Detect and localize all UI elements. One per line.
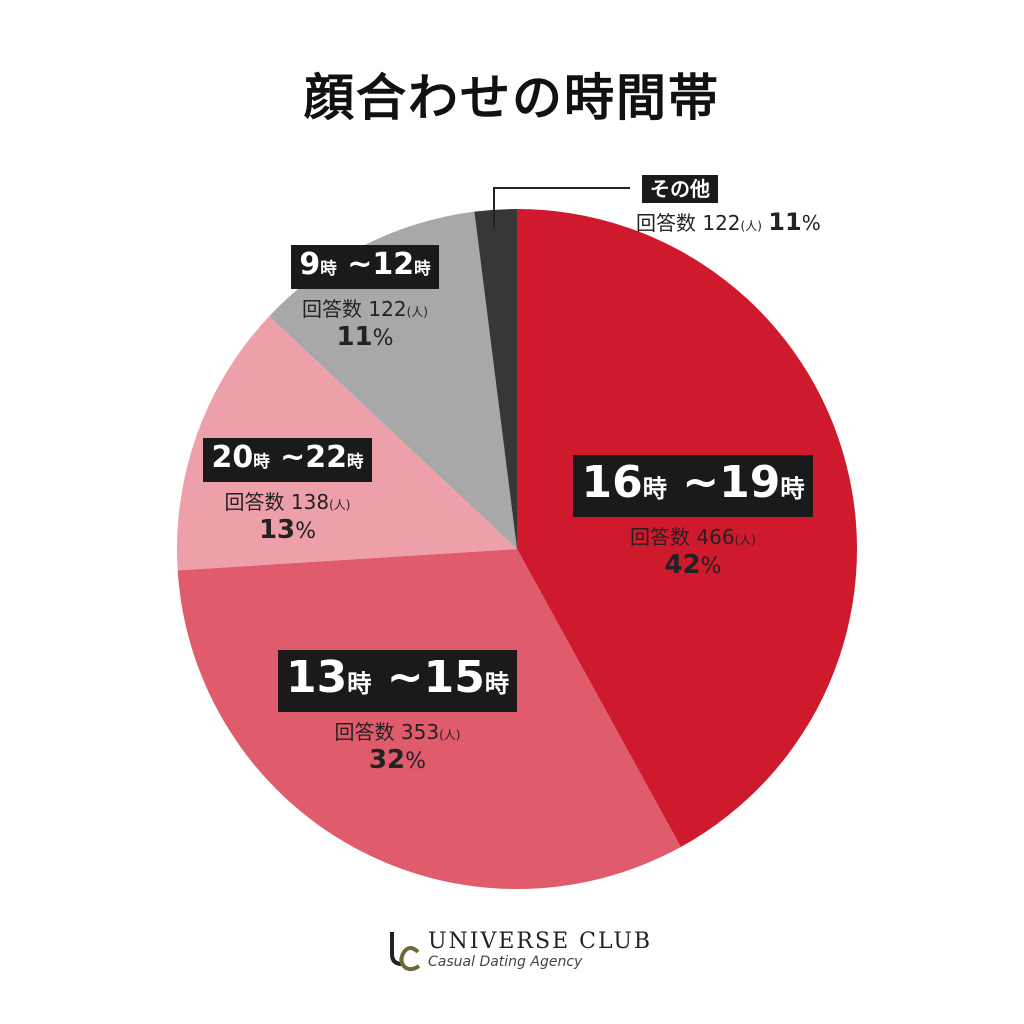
label-box: 13時 ~15時 [277,650,518,712]
count-text: 回答数 122(人) [302,297,428,321]
label-box: 16時 ~19時 [573,455,813,517]
count-text: 回答数 466(人) [630,525,756,549]
count-text: 回答数 138(人) [224,490,351,514]
slice-label-16-19: 16時 ~19時 回答数 466(人) 42% [568,455,818,580]
chart-title: 顔合わせの時間帯 [304,69,720,127]
slice-label-9-12: 9時 ~12時 回答数 122(人) 11% [265,245,465,352]
leader-line-other [493,187,630,228]
slice-label-20-22: 20時 ~22時 回答数 138(人) 13% [180,438,395,545]
label-box: 20時 ~22時 [203,438,372,482]
label-box: その他 [642,175,718,203]
logo: UNIVERSE CLUB Casual Dating Agency [388,928,652,972]
label-box: 9時 ~12時 [291,245,439,289]
slice-label-other: その他 回答数 122(人) 11% [636,175,821,236]
slice-16-19 [517,209,857,847]
percent-text: 32% [368,745,427,775]
percent-text: 11% [336,322,394,352]
slice-13-15 [177,549,681,890]
slice-other [474,209,517,549]
logo-name: UNIVERSE CLUB [428,929,653,954]
count-text: 回答数 122(人) 11% [636,208,821,236]
percent-text: 42% [664,550,722,580]
logo-mark [390,932,421,972]
logo-tagline: Casual Dating Agency [428,954,583,970]
slice-label-13-15: 13時 ~15時 回答数 353(人) 32% [265,650,530,775]
percent-text: 13% [258,515,317,545]
count-text: 回答数 353(人) [334,720,461,744]
slice-9-12 [269,211,517,549]
